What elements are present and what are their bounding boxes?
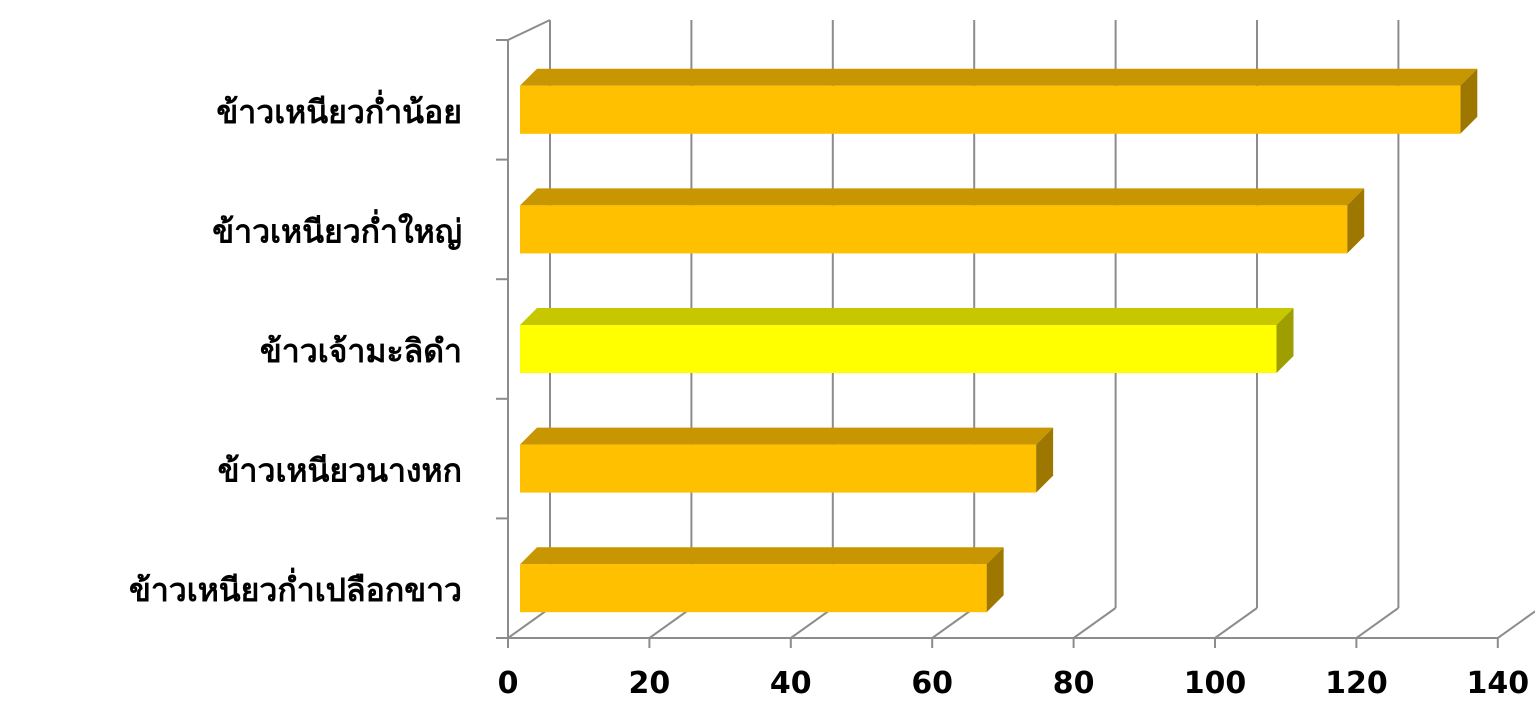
category-label-2: ข้าวเหนียวก่ำใหญ่ — [212, 208, 462, 250]
bar-side-face-3 — [1276, 308, 1294, 373]
bar-4 — [520, 427, 1054, 493]
gridline-floor-120 — [1355, 607, 1399, 639]
gridline-floor-80 — [1073, 607, 1117, 639]
x-tick-label-100: 100 — [1184, 666, 1247, 701]
x-tick-label-20: 20 — [629, 666, 671, 701]
bar-top-face-5 — [520, 547, 1004, 565]
gridline-floor-20 — [648, 607, 692, 639]
x-tick-label-0: 0 — [498, 666, 519, 701]
x-tick-label-40: 40 — [770, 666, 812, 701]
bar-1 — [520, 68, 1478, 134]
bar-top-face-1 — [520, 68, 1478, 86]
bar-top-face-3 — [520, 308, 1294, 325]
gridline-floor-0 — [507, 607, 551, 639]
gridline-floor-40 — [790, 607, 834, 639]
bar-3 — [520, 308, 1294, 373]
bar-front-face-5 — [520, 564, 987, 613]
bar-side-face-2 — [1347, 188, 1365, 254]
x-tick-label-140: 140 — [1466, 666, 1529, 701]
gridline-floor-60 — [931, 607, 975, 639]
x-tick-label-80: 80 — [1053, 666, 1095, 701]
bar-front-face-1 — [520, 85, 1461, 134]
category-label-3: ข้าวเจ้ามะลิดำ — [260, 332, 462, 370]
y-axis-top-edge — [507, 19, 551, 41]
bar-side-face-4 — [1036, 427, 1054, 493]
bar-2 — [520, 188, 1365, 254]
category-label-1: ข้าวเหนียวก่ำน้อย — [216, 89, 462, 131]
category-label-4: ข้าวเหนียวนางหก — [218, 452, 462, 490]
x-tick-label-120: 120 — [1325, 666, 1388, 701]
gridline-floor-100 — [1214, 607, 1258, 639]
bar-layer — [520, 68, 1478, 613]
bar-side-face-1 — [1460, 68, 1478, 134]
bar-side-face-5 — [986, 547, 1004, 613]
x-tick-label-60: 60 — [911, 666, 953, 701]
bar-5 — [520, 547, 1004, 613]
label-layer: ข้าวเหนียวก่ำน้อยข้าวเหนียวก่ำใหญ่ข้าวเจ… — [129, 89, 1529, 701]
bar-front-face-2 — [520, 205, 1348, 254]
bar-top-face-2 — [520, 188, 1365, 206]
axis-layer — [496, 19, 1499, 648]
gridline-floor-140 — [1497, 610, 1535, 639]
bar-front-face-3 — [520, 325, 1277, 373]
bar-top-face-4 — [520, 427, 1054, 445]
bar-front-face-4 — [520, 444, 1037, 493]
category-label-5: ข้าวเหนียวก่ำเปลือกขาว — [129, 567, 462, 609]
